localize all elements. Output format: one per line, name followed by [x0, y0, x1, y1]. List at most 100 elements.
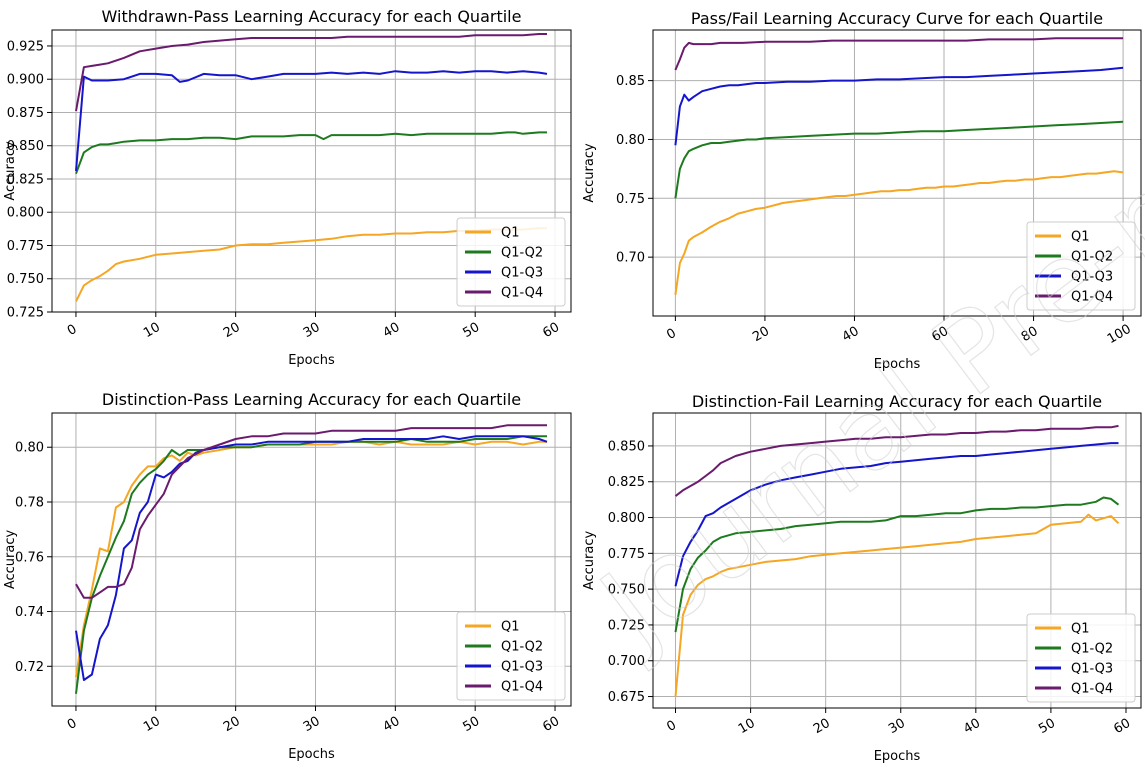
chart-distinction-pass: Distinction-Pass Learning Accuracy for e…	[3, 390, 572, 762]
x-tick-label: 40	[381, 320, 403, 341]
y-tick-label: 0.75	[616, 192, 645, 207]
chart-pass-fail: Pass/Fail Learning Accuracy Curve for ea…	[582, 9, 1142, 372]
y-tick-label: 0.875	[7, 106, 44, 121]
chart-distinction-fail: Distinction-Fail Learning Accuracy for e…	[582, 392, 1142, 764]
y-axis-label: Accuracy	[3, 530, 18, 590]
plot-frame	[652, 29, 1142, 317]
legend-label: Q1-Q3	[501, 266, 543, 281]
plot-frame	[51, 412, 572, 707]
series-line-q1-q2	[674, 496, 1120, 633]
series-line-q1-q3	[674, 66, 1124, 146]
legend-label: Q1-Q2	[1071, 642, 1113, 657]
series-line-q1-q2	[75, 131, 547, 175]
chart-title: Pass/Fail Learning Accuracy Curve for ea…	[691, 9, 1103, 28]
legend-box	[456, 611, 566, 701]
y-axis-label: Accuracy	[582, 531, 597, 591]
chart-panel-distinction-pass: Distinction-Pass Learning Accuracy for e…	[0, 383, 573, 766]
x-tick-label: 20	[750, 324, 772, 345]
legend-label: Q1-Q2	[501, 640, 543, 655]
series-line-q1	[674, 170, 1124, 295]
y-tick-label: 0.850	[7, 139, 44, 154]
x-tick-label: 20	[221, 714, 243, 735]
x-tick-label: 0	[664, 326, 679, 343]
y-tick-label: 0.800	[608, 511, 645, 526]
legend-label: Q1-Q3	[1071, 662, 1113, 677]
legend-label: Q1-Q3	[501, 660, 543, 675]
x-axis-label: Epochs	[874, 749, 921, 764]
x-tick-label: 0	[65, 322, 80, 339]
chart-title: Withdrawn-Pass Learning Accuracy for eac…	[102, 7, 522, 26]
y-tick-label: 0.750	[608, 583, 645, 598]
y-tick-label: 0.80	[15, 441, 44, 456]
chart-withdrawn-pass: Withdrawn-Pass Learning Accuracy for eac…	[3, 7, 572, 368]
y-tick-label: 0.825	[7, 172, 44, 187]
y-tick-label: 0.775	[608, 547, 645, 562]
x-tick-label: 40	[961, 716, 983, 737]
plot-frame	[652, 412, 1142, 709]
series-line-q1-q2	[674, 120, 1124, 199]
x-tick-label: 30	[301, 714, 323, 735]
y-tick-label: 0.70	[616, 251, 645, 266]
series-line-q1-q3	[674, 442, 1119, 587]
legend-label: Q1-Q3	[1071, 270, 1113, 285]
series-line-q1-q3	[75, 435, 548, 681]
y-tick-label: 0.775	[7, 239, 44, 254]
chart-panel-distinction-fail: Distinction-Fail Learning Accuracy for e…	[573, 383, 1145, 766]
legend-label: Q1	[501, 226, 520, 241]
legend-label: Q1	[501, 620, 520, 635]
y-tick-label: 0.85	[616, 74, 645, 89]
series-line-q1-q4	[75, 424, 547, 599]
y-tick-label: 0.800	[7, 206, 44, 221]
chart-title: Distinction-Pass Learning Accuracy for e…	[102, 390, 521, 409]
x-tick-label: 40	[840, 324, 862, 345]
x-tick-label: 20	[221, 320, 243, 341]
x-tick-label: 60	[540, 714, 562, 735]
chart-panel-pass-fail: Pass/Fail Learning Accuracy Curve for ea…	[573, 0, 1145, 383]
x-tick-label: 60	[540, 320, 562, 341]
x-tick-label: 50	[1036, 716, 1058, 737]
x-tick-label: 10	[141, 714, 163, 735]
legend-box	[456, 217, 566, 307]
x-axis-label: Epochs	[288, 747, 335, 762]
x-tick-label: 40	[381, 714, 403, 735]
legend-label: Q1	[1071, 622, 1090, 637]
x-tick-label: 0	[65, 716, 80, 733]
y-tick-label: 0.80	[616, 133, 645, 148]
x-tick-label: 60	[929, 324, 951, 345]
series-line-q1-q2	[75, 435, 547, 694]
y-tick-label: 0.72	[15, 660, 44, 675]
y-axis-label: Accuracy	[3, 141, 18, 201]
y-tick-label: 0.74	[15, 605, 44, 620]
x-tick-label: 30	[301, 320, 323, 341]
series-line-q1-q4	[674, 37, 1124, 71]
series-line-q1	[674, 513, 1120, 697]
legend-box	[1026, 221, 1136, 311]
x-tick-label: 100	[1105, 322, 1134, 347]
legend-box	[1026, 613, 1136, 703]
series-line-q1-q3	[75, 70, 548, 172]
y-tick-label: 0.78	[15, 495, 44, 510]
y-tick-label: 0.725	[608, 618, 645, 633]
y-tick-label: 0.850	[608, 439, 645, 454]
chart-title: Distinction-Fail Learning Accuracy for e…	[692, 392, 1102, 411]
x-tick-label: 0	[664, 718, 679, 735]
legend-label: Q1-Q4	[1071, 682, 1113, 697]
y-tick-label: 0.925	[7, 39, 44, 54]
series-line-q1-q4	[674, 424, 1119, 497]
x-tick-label: 10	[141, 320, 163, 341]
x-tick-label: 30	[886, 716, 908, 737]
plot-frame	[51, 29, 572, 313]
x-axis-label: Epochs	[288, 353, 335, 368]
legend-label: Q1	[1071, 230, 1090, 245]
y-tick-label: 0.750	[7, 272, 44, 287]
legend-label: Q1-Q4	[501, 286, 543, 301]
x-tick-label: 50	[461, 714, 483, 735]
y-tick-label: 0.825	[608, 475, 645, 490]
x-tick-label: 10	[736, 716, 758, 737]
x-tick-label: 50	[461, 320, 483, 341]
y-tick-label: 0.700	[608, 654, 645, 669]
x-axis-label: Epochs	[874, 357, 921, 372]
y-tick-label: 0.675	[608, 690, 645, 705]
series-line-q1-q4	[75, 33, 547, 112]
legend-label: Q1-Q4	[1071, 290, 1113, 305]
